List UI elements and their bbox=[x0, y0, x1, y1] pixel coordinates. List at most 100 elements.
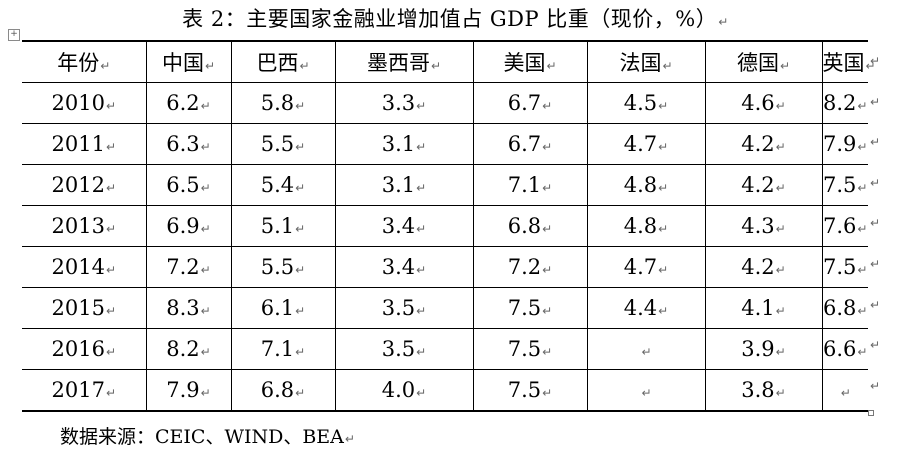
table-cell[interactable]: 7.2↵ bbox=[473, 246, 588, 288]
table-cell[interactable]: 6.7↵ bbox=[473, 82, 588, 124]
cell-end-mark-icon: ↵ bbox=[857, 263, 868, 277]
header-cell[interactable]: 巴西↵ bbox=[231, 40, 336, 83]
table-cell[interactable]: 8.3↵ bbox=[146, 287, 232, 329]
table-cell[interactable]: ↵ bbox=[587, 328, 706, 370]
table-cell[interactable]: 3.5↵ bbox=[335, 328, 474, 370]
table-cell[interactable]: 5.1↵ bbox=[231, 205, 336, 247]
table-move-handle-icon[interactable]: + bbox=[8, 29, 20, 41]
table-cell[interactable]: 6.1↵ bbox=[231, 287, 336, 329]
table-cell[interactable]: 3.1↵ bbox=[335, 123, 474, 165]
table-cell[interactable]: 4.8↵ bbox=[587, 205, 706, 247]
table-cell[interactable]: 7.5↵ bbox=[473, 287, 588, 329]
table-cell[interactable]: 7.5↵ bbox=[822, 246, 868, 288]
table-cell[interactable]: 2013↵ bbox=[22, 205, 147, 247]
table-cell[interactable]: 5.4↵ bbox=[231, 164, 336, 206]
cell-end-mark-icon: ↵ bbox=[200, 222, 211, 236]
table-cell[interactable]: 4.7↵ bbox=[587, 246, 706, 288]
table-row: 2017↵ 7.9↵ 6.8↵ 4.0↵ 7.5↵ ↵ 3.8↵ ↵ bbox=[22, 369, 868, 412]
table-cell[interactable]: 6.9↵ bbox=[146, 205, 232, 247]
cell-text: 2011 bbox=[51, 132, 105, 156]
cell-end-mark-icon: ↵ bbox=[775, 263, 786, 277]
table-cell[interactable]: 3.8↵ bbox=[705, 369, 823, 412]
table-cell[interactable]: 7.5↵ bbox=[473, 328, 588, 370]
table-cell[interactable]: 4.6↵ bbox=[705, 82, 823, 124]
table-cell[interactable]: 3.1↵ bbox=[335, 164, 474, 206]
cell-end-mark-icon: ↵ bbox=[105, 304, 116, 318]
table-cell[interactable]: 7.2↵ bbox=[146, 246, 232, 288]
table-cell[interactable]: 4.2↵ bbox=[705, 246, 823, 288]
cell-text: 4.7 bbox=[623, 255, 658, 279]
table-cell[interactable]: 4.7↵ bbox=[587, 123, 706, 165]
table-cell[interactable]: 7.5↵ bbox=[473, 369, 588, 412]
table-cell[interactable]: 6.8↵ bbox=[231, 369, 336, 412]
table-cell[interactable]: ↵ bbox=[587, 369, 706, 412]
table-cell[interactable]: 5.5↵ bbox=[231, 123, 336, 165]
header-cell[interactable]: 德国↵ bbox=[705, 40, 823, 83]
table-cell[interactable]: 4.2↵ bbox=[705, 164, 823, 206]
table-row: 2011↵ 6.3↵ 5.5↵ 3.1↵ 6.7↵ 4.7↵ 4.2↵ 7.9↵ bbox=[22, 123, 868, 165]
row-end-mark-icon: ↵ bbox=[870, 175, 881, 190]
table-cell[interactable]: 7.1↵ bbox=[473, 164, 588, 206]
table-resize-handle[interactable] bbox=[868, 410, 874, 416]
cell-end-mark-icon: ↵ bbox=[105, 99, 116, 113]
header-cell[interactable]: 墨西哥↵ bbox=[335, 40, 474, 83]
table-cell[interactable]: 4.1↵ bbox=[705, 287, 823, 329]
table-cell[interactable]: 8.2↵ bbox=[146, 328, 232, 370]
table-cell[interactable]: 7.5↵ bbox=[822, 164, 868, 206]
table-cell[interactable]: 8.2↵ bbox=[822, 82, 868, 124]
cell-end-mark-icon: ↵ bbox=[105, 222, 116, 236]
header-cell[interactable]: 英国↵ bbox=[822, 40, 876, 83]
cell-text: 4.6 bbox=[741, 91, 775, 115]
table-cell[interactable]: 3.4↵ bbox=[335, 205, 474, 247]
table-cell[interactable]: 3.5↵ bbox=[335, 287, 474, 329]
source-note: 数据来源：CEIC、WIND、BEA↵ bbox=[60, 426, 355, 448]
table-cell[interactable]: 3.3↵ bbox=[335, 82, 474, 124]
header-cell[interactable]: 中国↵ bbox=[146, 40, 232, 83]
cell-text: 4.7 bbox=[623, 132, 658, 156]
table-cell[interactable]: 7.9↵ bbox=[146, 369, 232, 412]
table-cell[interactable]: 6.8↵ bbox=[822, 287, 868, 329]
table-cell[interactable]: 6.2↵ bbox=[146, 82, 232, 124]
table-cell[interactable]: 6.3↵ bbox=[146, 123, 232, 165]
table-cell[interactable]: 4.3↵ bbox=[705, 205, 823, 247]
table-cell[interactable]: 4.0↵ bbox=[335, 369, 474, 412]
header-cell[interactable]: 美国↵ bbox=[473, 40, 588, 83]
cell-text: 7.6 bbox=[823, 214, 857, 238]
table-cell[interactable]: 6.8↵ bbox=[473, 205, 588, 247]
cell-text: 4.2 bbox=[741, 132, 775, 156]
cell-end-mark-icon: ↵ bbox=[658, 181, 669, 195]
table-cell[interactable]: ↵ bbox=[822, 369, 868, 412]
table-cell[interactable]: 2011↵ bbox=[22, 123, 147, 165]
table-cell[interactable]: 2016↵ bbox=[22, 328, 147, 370]
row-end-mark-icon: ↵ bbox=[870, 216, 881, 231]
cell-text: 3.4 bbox=[381, 255, 416, 279]
table-cell[interactable]: 2014↵ bbox=[22, 246, 147, 288]
table-cell[interactable]: 6.7↵ bbox=[473, 123, 588, 165]
cell-text: 5.5 bbox=[260, 255, 295, 279]
table-cell[interactable]: 2012↵ bbox=[22, 164, 147, 206]
table-cell[interactable]: 2017↵ bbox=[22, 369, 147, 412]
header-cell[interactable]: 法国↵ bbox=[587, 40, 706, 83]
cell-end-mark-icon: ↵ bbox=[200, 304, 211, 318]
cell-text: 7.2 bbox=[507, 255, 542, 279]
table-cell[interactable]: 6.5↵ bbox=[146, 164, 232, 206]
table-cell[interactable]: 5.8↵ bbox=[231, 82, 336, 124]
table-cell[interactable]: 4.2↵ bbox=[705, 123, 823, 165]
cell-end-mark-icon: ↵ bbox=[204, 59, 216, 73]
table-cell[interactable]: 7.6↵ bbox=[822, 205, 868, 247]
cell-text: 3.3 bbox=[381, 91, 416, 115]
table-cell[interactable]: 4.4↵ bbox=[587, 287, 706, 329]
table-cell[interactable]: 4.8↵ bbox=[587, 164, 706, 206]
table-cell[interactable]: 3.4↵ bbox=[335, 246, 474, 288]
table-cell[interactable]: 7.9↵ bbox=[822, 123, 868, 165]
header-cell[interactable]: 年份↵ bbox=[22, 40, 147, 83]
table-cell[interactable]: 5.5↵ bbox=[231, 246, 336, 288]
table-cell[interactable]: 2010↵ bbox=[22, 82, 147, 124]
table-row: 2012↵ 6.5↵ 5.4↵ 3.1↵ 7.1↵ 4.8↵ 4.2↵ 7.5↵ bbox=[22, 164, 868, 206]
table-cell[interactable]: 3.9↵ bbox=[705, 328, 823, 370]
table-cell[interactable]: 7.1↵ bbox=[231, 328, 336, 370]
table-cell[interactable]: 4.5↵ bbox=[587, 82, 706, 124]
cell-text: 年份 bbox=[57, 51, 100, 75]
table-cell[interactable]: 6.6↵ bbox=[822, 328, 868, 370]
table-cell[interactable]: 2015↵ bbox=[22, 287, 147, 329]
